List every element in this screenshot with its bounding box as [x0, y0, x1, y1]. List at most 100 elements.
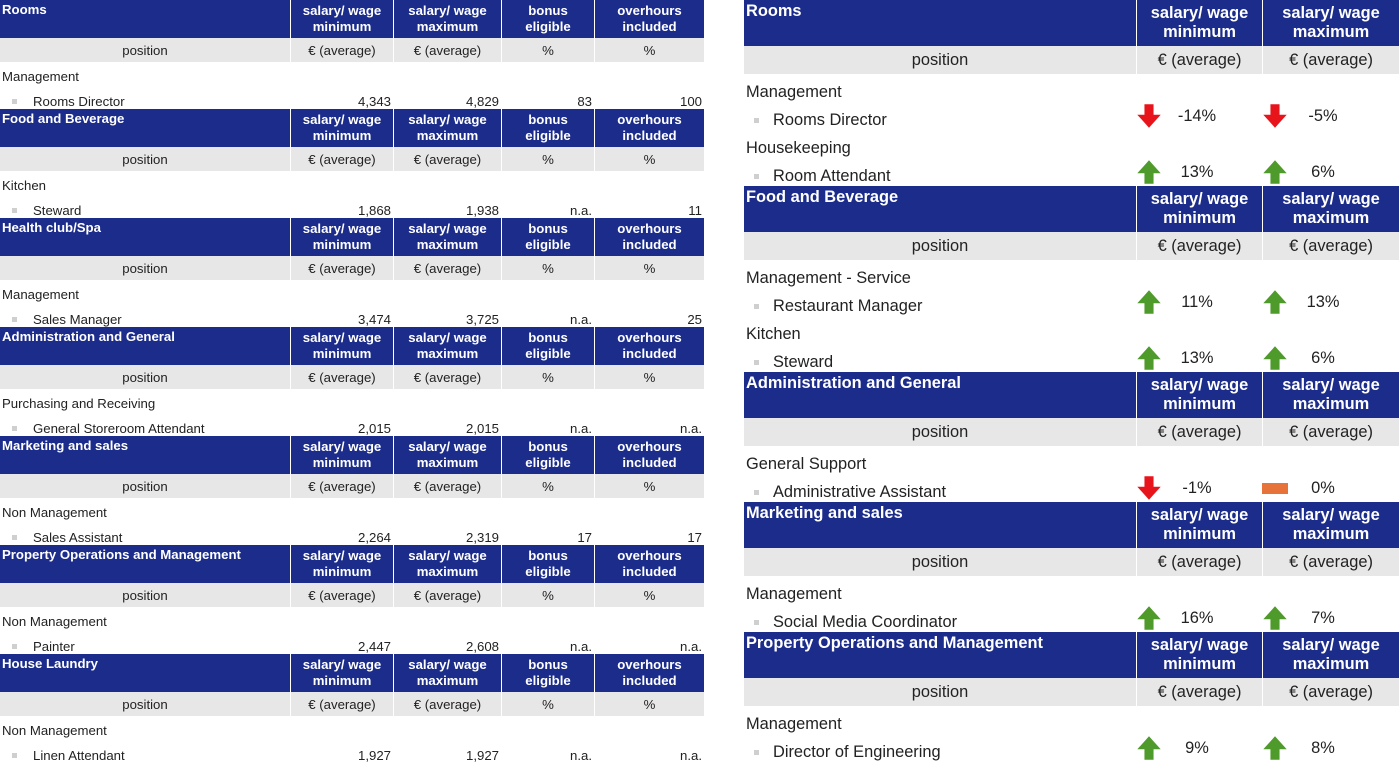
- dept-header-row: Food and Beverage salary/ wage minimum sala…: [744, 186, 1399, 232]
- col-bonus-line2: eligible: [525, 564, 571, 579]
- col-max-header: salary/ wage maximum: [393, 654, 501, 692]
- position-cell: Steward: [0, 193, 290, 218]
- col-min-line1: salary/ wage: [302, 221, 382, 237]
- col-min-line2: minimum: [1163, 655, 1236, 673]
- position-name: Painter: [33, 639, 75, 654]
- position-row: Rooms Director 4,343 4,829 83 100: [0, 84, 704, 109]
- min-change-value: 13%: [1180, 162, 1214, 181]
- col-min-line2: minimum: [1163, 395, 1236, 413]
- min-value: 3,474: [357, 312, 391, 327]
- col-bonus-header: bonus eligible: [501, 0, 594, 38]
- col-min-line2: minimum: [312, 455, 372, 470]
- unit-min: € (average): [290, 256, 393, 280]
- unit-min: € (average): [290, 365, 393, 389]
- bonus-value: n.a.: [570, 421, 592, 436]
- position-row: Social Media Coordinator 16% 7%: [744, 604, 1399, 632]
- col-min-line1: salary/ wage: [302, 548, 382, 564]
- bullet-icon: [12, 753, 17, 758]
- col-overhours-header: overhours included: [594, 327, 704, 365]
- col-max-line1: salary/ wage: [408, 112, 487, 128]
- col-max-line1: salary/ wage: [408, 657, 487, 673]
- col-min-header: salary/ wage minimum: [290, 0, 393, 38]
- col-max-line2: maximum: [416, 455, 479, 470]
- dept-header-row: Health club/Spa salary/ wage minimum salary…: [0, 218, 704, 256]
- position-label: position: [122, 42, 168, 58]
- max-value: 2,608: [465, 639, 499, 654]
- bullet-icon: [754, 750, 759, 755]
- dept-section: Property Operations and Management salary…: [0, 545, 704, 654]
- up-arrow-icon: [1137, 346, 1161, 370]
- col-max-header: salary/ wage maximum: [1262, 186, 1399, 232]
- unit-min: € (average): [1136, 678, 1262, 706]
- min-change-cell: -14%: [1136, 102, 1262, 130]
- unit-max: € (average): [1262, 232, 1399, 260]
- max-value: 2,319: [465, 530, 499, 545]
- col-min-line1: salary/ wage: [302, 330, 382, 346]
- dept-header-row: Food and Beverage salary/ wage minimum sala…: [0, 109, 704, 147]
- col-overhours-header: overhours included: [594, 0, 704, 38]
- unit-bonus: %: [501, 38, 594, 62]
- down-arrow-icon: [1263, 104, 1287, 128]
- col-over-line1: overhours: [617, 221, 682, 237]
- col-over-line2: included: [622, 19, 677, 34]
- col-over-line1: overhours: [617, 657, 682, 673]
- min-change-value: -1%: [1182, 478, 1212, 497]
- unit-max: € (average): [1262, 678, 1399, 706]
- col-max-line1: salary/ wage: [408, 3, 487, 19]
- unit-overhours: %: [594, 474, 704, 498]
- col-max-header: salary/ wage maximum: [393, 218, 501, 256]
- category-label: Management - Service: [746, 269, 911, 287]
- position-name: Linen Attendant: [33, 748, 125, 763]
- bonus-value: n.a.: [570, 203, 592, 218]
- col-min-header: salary/ wage minimum: [1136, 372, 1262, 418]
- col-min-line1: salary/ wage: [302, 657, 382, 673]
- unit-min: € (average): [1136, 46, 1262, 74]
- unit-max: € (average): [393, 256, 501, 280]
- category-label: Management: [746, 585, 842, 603]
- bullet-icon: [754, 118, 759, 123]
- col-max-line2: maximum: [416, 564, 479, 579]
- up-arrow-icon: [1137, 160, 1161, 184]
- position-name: Steward: [33, 203, 82, 218]
- unit-min: € (average): [290, 583, 393, 607]
- category-label: Non Management: [2, 723, 107, 738]
- col-bonus-header: bonus eligible: [501, 654, 594, 692]
- units-row: position € (average) € (average): [744, 232, 1399, 260]
- position-cell: Linen Attendant: [0, 738, 290, 763]
- unit-overhours: %: [594, 692, 704, 716]
- max-value: 3,725: [465, 312, 499, 327]
- max-change-value: 6%: [1311, 162, 1335, 181]
- position-cell: Sales Assistant: [0, 520, 290, 545]
- col-over-line1: overhours: [617, 439, 682, 455]
- unit-min: € (average): [290, 38, 393, 62]
- col-bonus-line2: eligible: [525, 673, 571, 688]
- col-min-header: salary/ wage minimum: [290, 436, 393, 474]
- col-overhours-header: overhours included: [594, 109, 704, 147]
- units-row: position € (average) € (average)%%: [0, 583, 704, 607]
- position-row: Steward 13% 6%: [744, 344, 1399, 372]
- unit-max: € (average): [393, 692, 501, 716]
- position-cell: Director of Engineering: [744, 734, 1136, 762]
- units-row: position € (average) € (average): [744, 678, 1399, 706]
- position-cell: Room Attendant: [744, 158, 1136, 186]
- col-max-line2: maximum: [1292, 395, 1370, 413]
- max-value: 4,829: [465, 94, 499, 109]
- col-max-line2: maximum: [416, 19, 479, 34]
- col-max-header: salary/ wage maximum: [1262, 502, 1399, 548]
- bullet-icon: [754, 490, 759, 495]
- col-min-header: salary/ wage minimum: [290, 545, 393, 583]
- unit-overhours: %: [594, 38, 704, 62]
- col-max-header: salary/ wage maximum: [393, 0, 501, 38]
- position-cell: Social Media Coordinator: [744, 604, 1136, 632]
- dept-name: Property Operations and Management: [2, 547, 241, 562]
- min-change-cell: 13%: [1136, 158, 1262, 186]
- position-label: position: [911, 682, 969, 701]
- position-cell: Painter: [0, 629, 290, 654]
- col-min-line1: salary/ wage: [302, 439, 382, 455]
- col-max-header: salary/ wage maximum: [393, 545, 501, 583]
- bullet-icon: [754, 620, 759, 625]
- dept-name: Marketing and sales: [2, 438, 129, 453]
- col-min-line1: salary/ wage: [302, 112, 382, 128]
- col-bonus-line2: eligible: [525, 237, 571, 252]
- max-change-cell: 6%: [1262, 344, 1399, 372]
